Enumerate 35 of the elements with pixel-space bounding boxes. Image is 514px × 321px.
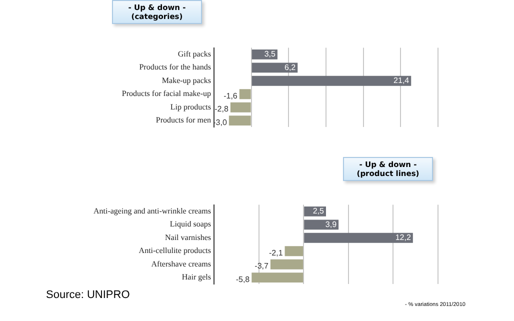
bar: [252, 272, 304, 283]
data-label: 12,2: [395, 233, 412, 242]
y-tick-label: Products for facial make-up: [122, 89, 211, 98]
bar: [228, 116, 251, 126]
y-tick-label: Products for the hands: [139, 62, 211, 72]
data-label: 2,5: [312, 206, 325, 216]
data-label: 21,4: [394, 76, 410, 86]
bar: [252, 76, 412, 86]
data-label: 6,2: [284, 62, 296, 72]
data-label: -3,0: [213, 118, 228, 127]
data-label: -5,8: [236, 274, 250, 284]
bar: [230, 102, 251, 112]
data-label: -3,7: [254, 262, 269, 271]
y-tick-label: Hair gels: [182, 272, 211, 282]
y-tick-label: Lip products: [170, 102, 211, 112]
bar: [304, 232, 413, 243]
bar: [252, 62, 298, 73]
data-label: -2,1: [268, 248, 284, 258]
data-label: 3,9: [325, 220, 338, 229]
y-tick-label: Anti-ageing and anti-wrinkle creams: [93, 206, 211, 216]
y-tick-label: Make-up packs: [162, 76, 211, 85]
y-tick-label: Nail varnishes: [165, 232, 211, 242]
y-tick-label: Aftershave creams: [151, 259, 211, 268]
source-note: Source: UNIPRO: [46, 289, 130, 301]
bar: [284, 246, 304, 256]
bar: [270, 259, 304, 270]
y-tick-label: Gift packs: [178, 50, 211, 59]
data-label: -1,6: [224, 91, 238, 100]
bar: [304, 220, 339, 230]
y-tick-label: Liquid soaps: [170, 220, 211, 229]
y-tick-label: Products for men: [156, 116, 211, 125]
bar: [239, 89, 251, 100]
y-tick-label: Anti-cellulite products: [138, 246, 211, 256]
data-label: 3,5: [264, 50, 276, 59]
data-label: -2,8: [214, 104, 229, 114]
